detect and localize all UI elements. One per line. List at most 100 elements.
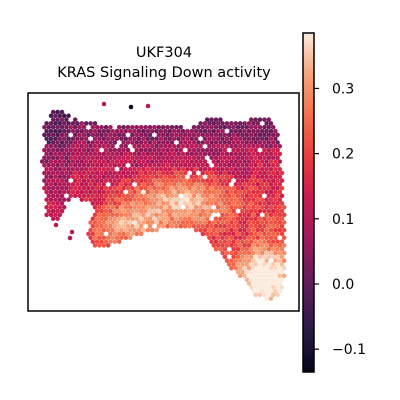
spot-point: [165, 216, 170, 221]
spot-point: [94, 208, 100, 214]
spot-point: [189, 174, 195, 180]
spot-point: [270, 201, 276, 206]
spot-point: [57, 144, 63, 149]
spot-point: [90, 231, 96, 237]
spot-point: [220, 166, 225, 172]
spot-point: [270, 277, 276, 282]
spot-point: [211, 159, 217, 164]
spot-point: [57, 205, 63, 210]
spot-point: [224, 189, 230, 195]
spot-point: [79, 197, 85, 202]
spot-point: [141, 182, 146, 187]
spot-point: [145, 182, 151, 187]
spot-point: [253, 231, 258, 237]
spot-point: [220, 189, 225, 195]
spot-point: [94, 140, 100, 145]
spot-point: [88, 121, 93, 126]
spot-point: [204, 208, 210, 214]
spot-point: [42, 185, 47, 191]
spot-point: [125, 201, 131, 206]
spot-point: [187, 201, 192, 206]
spot-point: [152, 193, 157, 199]
spot-point: [167, 159, 173, 164]
spot-point: [134, 140, 140, 145]
spot-point: [72, 193, 78, 199]
spot-point: [264, 212, 269, 218]
spot-point: [224, 166, 230, 172]
spot-point: [222, 231, 228, 237]
spot-point: [207, 189, 212, 195]
spot-point: [112, 216, 118, 221]
spot-point: [262, 246, 267, 252]
spot-point: [127, 174, 133, 180]
spot-point: [226, 170, 232, 176]
spot-point: [67, 235, 73, 241]
spot-point: [130, 208, 135, 214]
spot-point: [48, 182, 54, 187]
spot-point: [105, 243, 111, 248]
spot-point: [253, 239, 258, 244]
spot-point: [204, 231, 210, 237]
spot-point: [50, 124, 56, 130]
spot-point: [275, 193, 280, 199]
spot-point: [273, 288, 278, 294]
spot-point: [79, 174, 85, 180]
spot-point: [277, 273, 283, 279]
spot-point: [94, 170, 100, 176]
spot-point: [259, 281, 265, 286]
spot-point: [220, 205, 225, 210]
spot-point: [215, 220, 221, 225]
spot-point: [171, 212, 177, 218]
spot-point: [141, 197, 146, 202]
spot-point: [189, 128, 195, 134]
spot-point: [233, 243, 239, 248]
spot-point: [275, 224, 280, 229]
spot-point: [165, 185, 170, 191]
spot-point: [257, 277, 263, 282]
spot-point: [77, 163, 82, 168]
spot-point: [257, 285, 263, 290]
spot-point: [185, 159, 190, 164]
spot-point: [171, 151, 177, 157]
spot-point: [92, 166, 98, 172]
spot-point: [240, 262, 245, 267]
spot-point: [77, 147, 82, 153]
spot-point: [248, 216, 254, 221]
spot-point: [64, 140, 69, 145]
spot-point: [167, 189, 173, 195]
spot-point: [99, 201, 104, 206]
spot-point: [90, 239, 96, 244]
spot-point: [246, 144, 252, 149]
spot-point: [242, 151, 247, 157]
spot-point: [266, 185, 272, 191]
spot-point: [255, 227, 261, 233]
spot-point: [72, 185, 78, 191]
spot-point: [277, 197, 283, 202]
spot-point: [88, 174, 93, 180]
spot-point: [248, 254, 254, 260]
spot-point: [66, 128, 71, 134]
spot-point: [275, 140, 280, 145]
spot-point: [270, 170, 276, 176]
spot-point: [44, 189, 49, 195]
spot-point: [105, 151, 111, 157]
spot-point: [152, 124, 157, 130]
spot-point: [246, 250, 252, 256]
spot-point: [178, 185, 184, 191]
spot-point: [134, 216, 140, 221]
chart-title: UKF304 KRAS Signaling Down activity: [57, 45, 271, 81]
spot-point: [207, 151, 212, 157]
spot-point: [235, 185, 241, 191]
spot-point: [123, 159, 129, 164]
spot-point: [182, 163, 188, 168]
spot-point: [108, 193, 113, 199]
spot-point: [160, 132, 166, 138]
spot-point: [123, 166, 129, 172]
spot-point: [279, 285, 285, 290]
spot-point: [178, 224, 184, 229]
spot-point: [268, 121, 274, 126]
spot-point: [180, 174, 186, 180]
spot-point: [273, 235, 278, 240]
spot-point: [204, 178, 210, 183]
spot-point: [143, 185, 148, 191]
